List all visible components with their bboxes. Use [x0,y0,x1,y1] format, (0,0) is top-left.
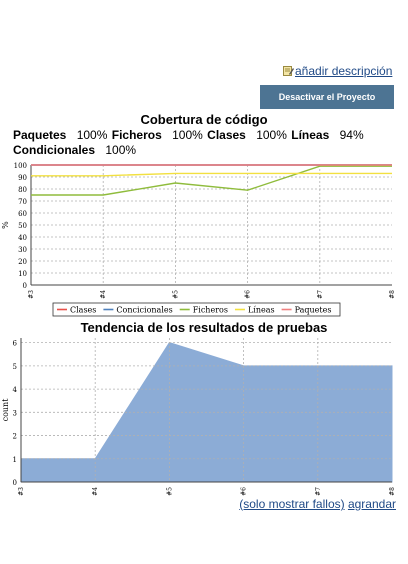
summary-label-lines: Líneas [291,128,330,142]
trend-ytick-label: 2 [13,433,17,441]
coverage-legend-label: Concicionales [116,306,172,315]
summary-value-conditionals: 100% [105,143,137,157]
trend-xtick-label: #5 [166,487,173,496]
coverage-ytick-label: 50 [18,222,27,230]
coverage-chart: 0 10 20 30 40 50 60 70 80 90 100 #3 #4 #5 #6 #7 #8% Clase… [1,162,396,317]
coverage-ytick-label: 70 [18,198,27,206]
summary-value-files: 100% [172,128,203,142]
coverage-ytick-label: 10 [18,270,27,278]
only-failures-link[interactable]: (solo mostrar fallos) [239,497,345,511]
summary-label-packages: Paquetes [13,128,67,142]
coverage-title: Cobertura de código [140,112,268,127]
summary-value-packages: 100% [76,128,108,142]
coverage-ytick-label: 40 [18,234,27,242]
trend-ytick-label: 0 [13,479,17,487]
add-description[interactable]: añadir descripción [283,64,392,78]
summary-label-conditionals: Condicionales [13,143,96,157]
coverage-legend-label: Paquetes [295,306,332,315]
summary-label-files: Ficheros [111,128,162,142]
coverage-series-line-2 [31,165,392,196]
trend-chart: 0 1 2 3 4 5 6 #3 #4 #5 #6 #7 #8 count [1,338,396,496]
coverage-xtick-label: #8 [389,290,396,299]
trend-ytick-label: 4 [13,386,18,394]
coverage-legend-box [52,302,341,317]
trend-xtick-label: #4 [92,487,99,496]
trend-ytick-label: 6 [13,340,18,348]
trend-title: Tendencia de los resultados de pruebas [80,320,328,335]
trend-links: (solo mostrar fallos) agrandar [239,497,396,511]
coverage-ylabel: % [1,221,10,229]
trend-xtick-label: #6 [241,487,248,496]
trend-ytick-label: 1 [13,456,17,464]
coverage-ytick-label: 0 [23,282,27,290]
coverage-xtick-label: #4 [100,290,107,299]
edit-note-icon [283,66,294,76]
trend-ytick-label: 3 [13,409,17,417]
summary-label-classes: Clases [207,128,246,142]
summary-value-lines: 94% [339,128,364,142]
enlarge-link[interactable]: agrandar [347,497,396,511]
coverage-xtick-label: #6 [245,290,252,299]
coverage-summary: Paquetes 100% Ficheros 100% Clases 100% … [13,128,405,158]
summary-value-classes: 100% [256,128,287,142]
add-description-link[interactable]: añadir descripción [295,64,393,78]
coverage-ytick-label: 60 [18,210,27,218]
coverage-legend-label: Clases [70,306,96,315]
coverage-ytick-label: 20 [18,258,27,266]
trend-ylabel: count [1,398,10,422]
coverage-xtick-label: #7 [317,290,324,299]
trend-ytick-label: 5 [13,363,17,371]
coverage-ytick-label: 90 [18,174,27,182]
trend-xtick-label: #8 [389,487,396,496]
coverage-legend-label: Líneas [248,306,275,315]
coverage-series-line-3 [31,172,392,177]
trend-xtick-label: #7 [315,487,322,496]
coverage-xtick-label: #3 [28,290,35,299]
coverage-ytick-label: 100 [14,162,27,170]
trend-xtick-label: #3 [18,487,25,496]
coverage-xtick-label: #5 [172,290,179,299]
coverage-legend-label: Ficheros [193,306,228,315]
coverage-ytick-label: 80 [18,186,27,194]
coverage-ytick-label: 30 [18,246,27,254]
deactivate-project-button[interactable]: Desactivar el Proyecto [260,85,394,109]
